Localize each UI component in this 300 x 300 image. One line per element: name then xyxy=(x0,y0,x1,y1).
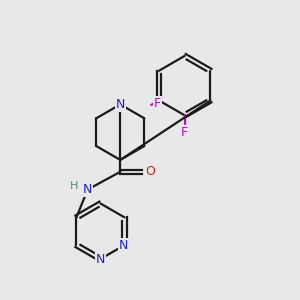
Text: H: H xyxy=(70,181,78,191)
Text: F: F xyxy=(181,126,188,139)
Text: N: N xyxy=(83,183,92,196)
Text: O: O xyxy=(145,165,155,178)
Text: N: N xyxy=(96,254,105,266)
Text: N: N xyxy=(119,238,128,252)
Text: F: F xyxy=(154,98,161,110)
Text: N: N xyxy=(116,98,125,111)
